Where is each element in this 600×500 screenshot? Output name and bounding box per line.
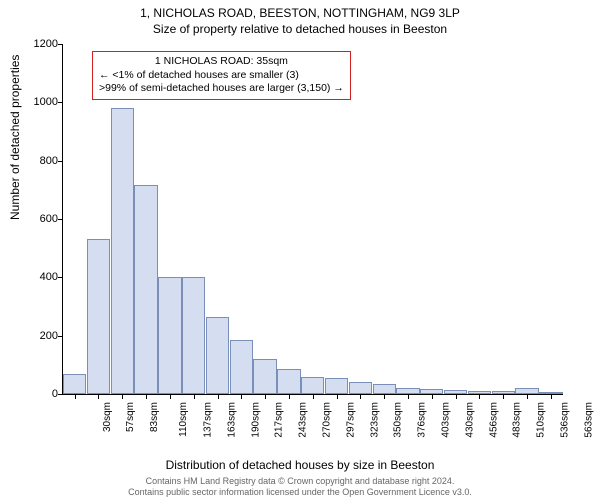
xtick-label: 430sqm — [464, 402, 475, 438]
annotation-box: 1 NICHOLAS ROAD: 35sqm ← <1% of detached… — [92, 51, 351, 100]
xtick-mark — [218, 394, 219, 399]
xtick-mark — [360, 394, 361, 399]
ytick-mark — [58, 44, 63, 45]
ytick-mark — [58, 161, 63, 162]
xtick-label: 270sqm — [322, 402, 333, 438]
chart-title-main: 1, NICHOLAS ROAD, BEESTON, NOTTINGHAM, N… — [0, 0, 600, 20]
ytick-label: 1000 — [18, 96, 58, 108]
ytick-mark — [58, 277, 63, 278]
xtick-mark — [241, 394, 242, 399]
bar — [158, 277, 181, 394]
annotation-line2: ← <1% of detached houses are smaller (3) — [99, 69, 344, 83]
ytick-mark — [58, 336, 63, 337]
xtick-mark — [408, 394, 409, 399]
ytick-mark — [58, 394, 63, 395]
xtick-mark — [75, 394, 76, 399]
ytick-label: 800 — [18, 155, 58, 167]
xtick-label: 83sqm — [149, 402, 160, 432]
xtick-mark — [122, 394, 123, 399]
bar — [325, 378, 348, 394]
xtick-label: 403sqm — [441, 402, 452, 438]
xtick-mark — [289, 394, 290, 399]
bar — [230, 340, 253, 394]
xtick-mark — [479, 394, 480, 399]
bar — [277, 369, 300, 394]
ytick-label: 600 — [18, 213, 58, 225]
xtick-label: 57sqm — [125, 402, 136, 432]
chart-title-sub: Size of property relative to detached ho… — [0, 20, 600, 36]
annotation-line3: >99% of semi-detached houses are larger … — [99, 82, 344, 96]
bar — [349, 382, 372, 394]
xtick-label: 190sqm — [250, 402, 261, 438]
xtick-mark — [527, 394, 528, 399]
xtick-mark — [313, 394, 314, 399]
bar — [373, 384, 396, 394]
xtick-label: 110sqm — [178, 402, 189, 437]
x-axis-label: Distribution of detached houses by size … — [0, 458, 600, 472]
footer-line2: Contains public sector information licen… — [0, 487, 600, 498]
xtick-label: 376sqm — [417, 402, 428, 438]
bar — [206, 317, 229, 394]
xtick-label: 243sqm — [298, 402, 309, 438]
bar — [253, 359, 276, 394]
annotation-line1: 1 NICHOLAS ROAD: 35sqm — [99, 55, 344, 69]
bar — [134, 185, 157, 394]
ytick-mark — [58, 102, 63, 103]
xtick-mark — [265, 394, 266, 399]
ytick-label: 1200 — [18, 38, 58, 50]
xtick-mark — [384, 394, 385, 399]
xtick-label: 163sqm — [226, 402, 237, 438]
xtick-label: 323sqm — [369, 402, 380, 438]
xtick-label: 456sqm — [488, 402, 499, 438]
xtick-label: 297sqm — [345, 402, 356, 438]
xtick-label: 510sqm — [536, 402, 547, 438]
xtick-label: 350sqm — [393, 402, 404, 438]
ytick-label: 0 — [18, 388, 58, 400]
y-axis-label: Number of detached properties — [8, 55, 22, 220]
xtick-label: 483sqm — [512, 402, 523, 438]
xtick-mark — [432, 394, 433, 399]
ytick-mark — [58, 219, 63, 220]
xtick-label: 563sqm — [583, 402, 594, 438]
xtick-label: 137sqm — [202, 402, 213, 438]
xtick-label: 536sqm — [560, 402, 571, 438]
xtick-mark — [170, 394, 171, 399]
xtick-mark — [456, 394, 457, 399]
xtick-mark — [98, 394, 99, 399]
bar — [182, 277, 205, 394]
bar — [301, 377, 324, 395]
footer-text: Contains HM Land Registry data © Crown c… — [0, 476, 600, 498]
xtick-mark — [551, 394, 552, 399]
ytick-label: 200 — [18, 330, 58, 342]
xtick-mark — [503, 394, 504, 399]
xtick-label: 30sqm — [102, 402, 113, 432]
bar — [111, 108, 134, 394]
xtick-label: 217sqm — [274, 402, 285, 438]
xtick-mark — [337, 394, 338, 399]
xtick-mark — [194, 394, 195, 399]
bar — [87, 239, 110, 394]
footer-line1: Contains HM Land Registry data © Crown c… — [0, 476, 600, 487]
ytick-label: 400 — [18, 271, 58, 283]
xtick-mark — [146, 394, 147, 399]
bar — [63, 374, 86, 394]
